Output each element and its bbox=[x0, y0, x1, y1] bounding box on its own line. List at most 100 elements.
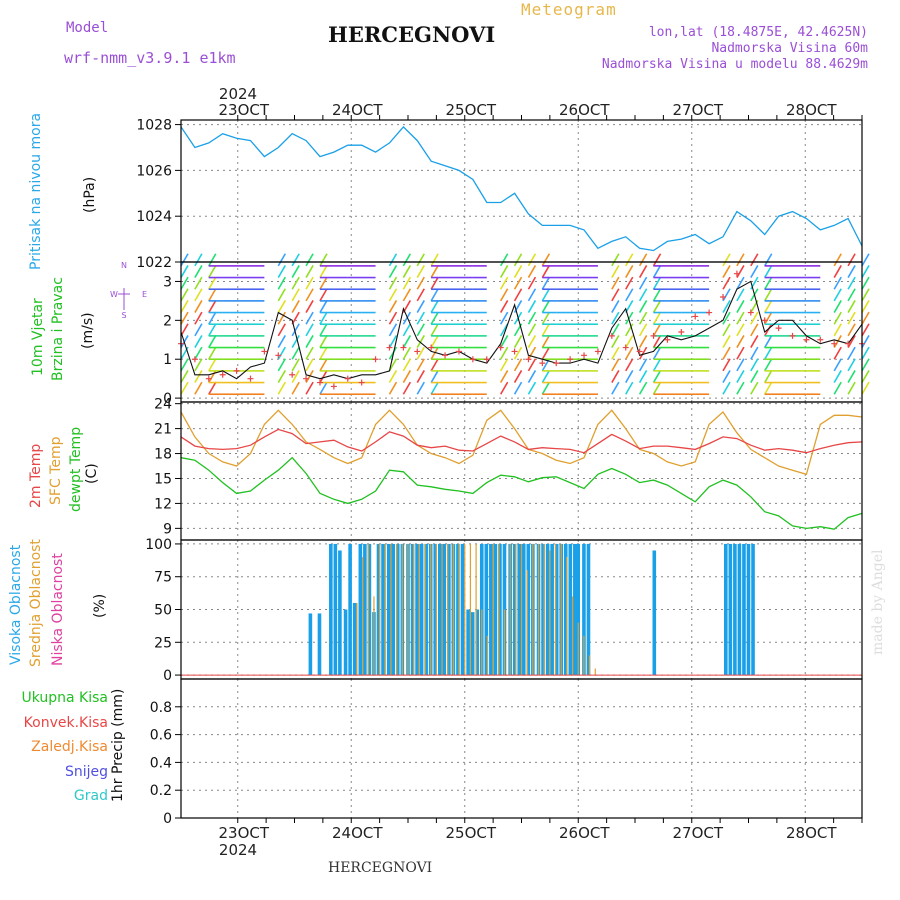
cloud-high-bar bbox=[333, 543, 338, 676]
cloud-high-bar bbox=[442, 543, 447, 676]
wind-arrow bbox=[388, 370, 398, 383]
wind-arrow bbox=[541, 265, 551, 278]
wind-arrow bbox=[611, 381, 620, 395]
wind-arrow bbox=[736, 311, 745, 325]
wind-arrow bbox=[208, 311, 217, 325]
cloud-mid-bar bbox=[356, 602, 358, 676]
wind-arrow bbox=[180, 276, 189, 290]
gust-marker bbox=[330, 383, 337, 390]
gust-marker bbox=[553, 360, 560, 367]
wind-arrow bbox=[638, 311, 648, 325]
gust-marker bbox=[316, 379, 323, 386]
wind-arrow bbox=[638, 370, 648, 383]
y-tick-label: 0.6 bbox=[150, 728, 172, 744]
gust-marker bbox=[831, 340, 838, 347]
cloud-high-bar bbox=[733, 543, 737, 676]
wind-arrow bbox=[513, 370, 523, 383]
wind-arrow bbox=[305, 311, 314, 325]
wind-arrow bbox=[277, 276, 286, 290]
wind-arrow bbox=[416, 370, 425, 383]
gust-marker bbox=[622, 344, 629, 351]
wind-arrow bbox=[764, 300, 773, 313]
cloud-high-bar bbox=[358, 543, 363, 676]
wind-arrow bbox=[652, 276, 662, 290]
cloud-high-bar bbox=[329, 543, 333, 676]
gust-marker bbox=[761, 317, 768, 324]
wind-arrow bbox=[402, 265, 412, 278]
wind-arrow bbox=[527, 370, 537, 383]
gust-marker bbox=[539, 360, 546, 367]
wind-arrow bbox=[652, 265, 662, 278]
wind-arrow bbox=[180, 265, 189, 278]
wind-arrow bbox=[291, 288, 300, 302]
y-tick-label: 1022 bbox=[136, 255, 172, 271]
cloud-mid-bar bbox=[503, 609, 506, 676]
wind-arrow bbox=[652, 346, 662, 360]
wind-arrow bbox=[499, 311, 509, 325]
wind-arrow bbox=[319, 335, 328, 348]
gust-marker bbox=[455, 348, 462, 355]
wind-arrow bbox=[722, 253, 731, 267]
wind-arrow bbox=[416, 323, 425, 337]
wind-arrow bbox=[305, 381, 314, 395]
wind-arrow bbox=[402, 381, 412, 395]
wind-arrow bbox=[180, 370, 189, 383]
y-tick-label: 1 bbox=[163, 352, 172, 368]
y-tick-label: 50 bbox=[154, 603, 172, 619]
wind-arrow bbox=[861, 265, 870, 278]
cloud-mid-bar bbox=[379, 543, 381, 676]
cloud-mid-bar bbox=[458, 543, 460, 676]
wind-arrow bbox=[861, 335, 870, 348]
cloud-mid-bar bbox=[571, 596, 574, 676]
wind-arrow bbox=[833, 311, 842, 325]
wind-arrow bbox=[861, 311, 870, 325]
cloud-high-bar bbox=[381, 543, 385, 676]
wind-arrow bbox=[861, 346, 870, 360]
wind-arrow bbox=[750, 381, 759, 395]
wind-arrow bbox=[833, 276, 842, 290]
wind-arrow bbox=[527, 323, 537, 337]
y-tick-label: 1028 bbox=[136, 118, 172, 134]
wind-arrow bbox=[861, 288, 870, 302]
legend-snijeg: Snijeg bbox=[64, 763, 108, 780]
wind-arrow bbox=[638, 253, 648, 267]
wind-arrow bbox=[764, 311, 773, 325]
wind-compass-icon: S N W E bbox=[110, 261, 147, 320]
cloud-mid-bar bbox=[401, 543, 403, 676]
gust-marker bbox=[414, 348, 421, 355]
gust-marker bbox=[469, 356, 476, 363]
wind-arrow bbox=[541, 346, 551, 360]
wind-arrow bbox=[638, 276, 648, 290]
elevation-label: Nadmorska Visina 60m bbox=[711, 41, 868, 56]
wind-arrow bbox=[764, 276, 773, 290]
wind-arrow bbox=[764, 381, 773, 395]
cloud-mid-bar bbox=[515, 543, 517, 676]
wind-arrow bbox=[430, 253, 439, 267]
cloud-high-bar bbox=[512, 543, 517, 676]
wind-arrow bbox=[305, 300, 314, 313]
wind-arrow bbox=[527, 381, 537, 395]
wind-arrow bbox=[861, 370, 870, 383]
cloud-high-bar bbox=[376, 543, 381, 676]
y-tick-label: 24 bbox=[154, 397, 172, 413]
wind-arrow bbox=[847, 300, 856, 313]
wind-arrow bbox=[319, 346, 328, 360]
wind-arrow bbox=[736, 335, 745, 348]
gust-marker bbox=[817, 336, 824, 343]
gust-marker bbox=[733, 270, 740, 277]
wind-arrow bbox=[722, 288, 731, 302]
gust-marker bbox=[650, 332, 657, 339]
gust-marker bbox=[567, 356, 574, 363]
wind-arrow bbox=[194, 358, 203, 372]
gust-marker bbox=[483, 356, 490, 363]
wind-arrow bbox=[527, 253, 537, 267]
wind-arrow bbox=[319, 370, 328, 383]
gust-marker bbox=[845, 340, 852, 347]
wind-arrow bbox=[208, 358, 217, 372]
cloud-high-bar bbox=[466, 609, 470, 676]
wind-arrow bbox=[416, 358, 425, 372]
page-title: HERCEGNOVI bbox=[328, 22, 496, 47]
gust-marker bbox=[372, 356, 379, 363]
wind-arrow bbox=[847, 358, 856, 372]
wind-arrow bbox=[750, 358, 759, 372]
